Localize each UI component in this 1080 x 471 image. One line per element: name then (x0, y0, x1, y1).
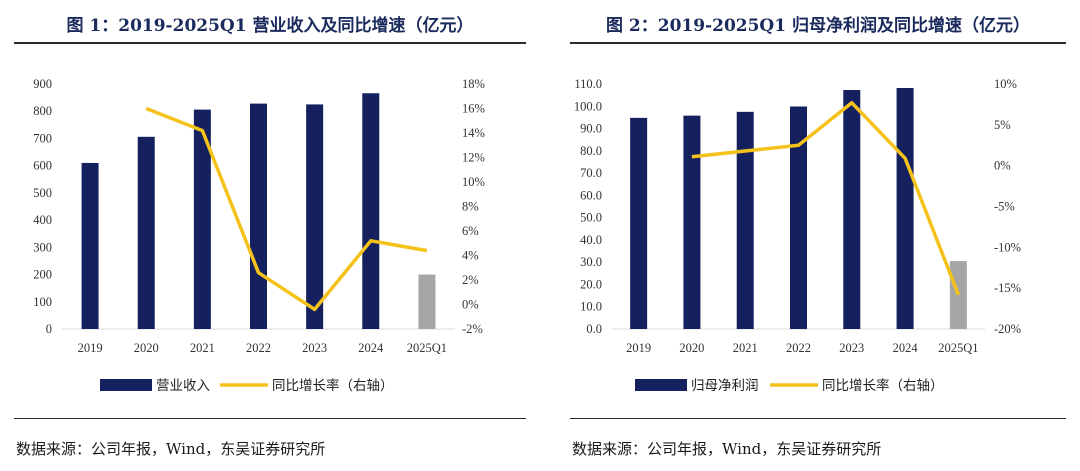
growth-rate-line (691, 101, 961, 296)
right-axis-tick-label: 6% (462, 224, 479, 238)
right-axis-tick-label: 5% (994, 118, 1011, 132)
left-axis-tick-label: 60.0 (580, 188, 602, 202)
legend-line-label: 同比增长率（右轴） (822, 377, 944, 394)
x-axis-tick-label: 2020 (679, 341, 704, 355)
chart-title: 图 2：2019-2025Q1 归母净利润及同比增速（亿元） (606, 16, 1030, 36)
source-note: 数据来源：公司年报，Wind，东吴证券研究所 (16, 440, 326, 458)
bar (250, 103, 267, 329)
bar (362, 93, 380, 329)
left-axis-tick-label: 0 (46, 322, 52, 336)
x-axis-tick-label: 2019 (78, 341, 103, 355)
left-axis-tick-label: 900 (33, 77, 52, 91)
right-axis-tick-label: 10% (994, 77, 1017, 91)
bar (137, 136, 155, 329)
source-rule (14, 418, 526, 419)
bar (949, 261, 967, 329)
right-axis-tick-label: -15% (994, 281, 1021, 295)
right-axis-tick-label: 2% (462, 273, 479, 287)
left-axis-tick-label: 40.0 (580, 233, 602, 247)
legend-bar-label: 归母净利润 (691, 377, 759, 394)
bar (81, 162, 99, 329)
left-axis-tick-label: 0.0 (586, 322, 602, 336)
right-axis-tick-label: 0% (462, 298, 479, 312)
x-axis-tick-label: 2023 (839, 341, 864, 355)
right-axis-tick-label: -5% (994, 200, 1015, 214)
legend-bar-label: 营业收入 (156, 378, 210, 394)
bar (843, 90, 861, 329)
chart-panel-revenue: 图 1：2019-2025Q1 营业收入及同比增速（亿元） 0 100 200 300… (14, 16, 526, 458)
bar (683, 115, 701, 329)
x-axis-tick-label: 2020 (134, 341, 159, 355)
title-rule (14, 42, 526, 44)
title-rule (570, 42, 1066, 44)
chart-title: 图 1：2019-2025Q1 营业收入及同比增速（亿元） (66, 16, 474, 36)
source-rule (570, 418, 1066, 419)
x-axis-tick-label: 2019 (626, 341, 651, 355)
x-axis-tick-label: 2022 (246, 341, 271, 355)
left-axis-tick-label: 10.0 (580, 300, 602, 314)
left-axis-tick-label: 30.0 (580, 255, 602, 269)
right-axis-tick-label: 4% (462, 249, 479, 263)
bar (736, 111, 754, 329)
left-axis-tick-label: 50.0 (580, 211, 602, 225)
left-axis-tick-label: 70.0 (580, 166, 602, 180)
revenue-chart: 0 100 200 300 400 500 600 700 800 900 -2% 0% 2% 4% 6% 8… (33, 77, 485, 394)
x-axis-tick-label: 2024 (358, 341, 384, 355)
bar (193, 109, 211, 329)
left-axis-tick-label: 500 (33, 186, 52, 200)
right-axis-tick-label: -20% (994, 322, 1021, 336)
left-axis-tick-label: 80.0 (580, 144, 602, 158)
x-axis-tick-label: 2022 (786, 341, 811, 355)
right-axis-tick-label: 10% (462, 175, 485, 189)
right-axis-tick-label: -2% (462, 322, 483, 336)
left-axis-tick-label: 100.0 (574, 99, 602, 113)
x-axis-tick-label: 2021 (733, 341, 758, 355)
x-axis-tick-label: 2024 (893, 341, 919, 355)
right-axis-tick-label: 16% (462, 102, 485, 116)
bar (306, 104, 324, 329)
left-axis-tick-label: 600 (33, 159, 52, 173)
x-axis-tick-label: 2023 (302, 341, 327, 355)
left-axis-tick-label: 200 (33, 268, 52, 282)
right-axis-tick-label: 0% (994, 159, 1011, 173)
legend-bar-swatch (635, 379, 687, 391)
right-axis-tick-label: 14% (462, 126, 485, 140)
left-axis-tick-label: 100 (33, 295, 52, 309)
left-axis-tick-label: 20.0 (580, 277, 602, 291)
bar (418, 274, 436, 329)
right-axis-tick-label: 8% (462, 200, 479, 214)
bar (790, 106, 807, 329)
x-axis-tick-label: 2025Q1 (407, 341, 447, 355)
chart-panel-net-profit: 图 2：2019-2025Q1 归母净利润及同比增速（亿元） 0.0 10.0 20… (556, 0, 1080, 471)
left-axis-tick-label: 300 (33, 240, 52, 254)
x-axis-tick-label: 2025Q1 (938, 341, 978, 355)
left-axis-tick-label: 400 (33, 213, 52, 227)
growth-rate-line (145, 106, 428, 312)
left-axis-tick-label: 800 (33, 104, 52, 118)
x-axis-tick-label: 2021 (190, 341, 215, 355)
bar (896, 88, 914, 329)
legend-bar-swatch (100, 379, 152, 391)
bar (630, 117, 648, 329)
left-axis-tick-label: 110.0 (574, 77, 602, 91)
left-axis-tick-label: 700 (33, 131, 52, 145)
right-axis-tick-label: 18% (462, 77, 485, 91)
left-axis-tick-label: 90.0 (580, 122, 602, 136)
right-axis-tick-label: -10% (994, 240, 1021, 254)
right-axis-tick-label: 12% (462, 151, 485, 165)
legend-line-label: 同比增长率（右轴） (272, 377, 394, 394)
source-note: 数据来源：公司年报，Wind，东吴证券研究所 (572, 440, 882, 458)
net-profit-chart: 0.0 10.0 20.0 30.0 40.0 50.0 60.0 70.0 80.0 90.0 1… (574, 77, 1021, 394)
